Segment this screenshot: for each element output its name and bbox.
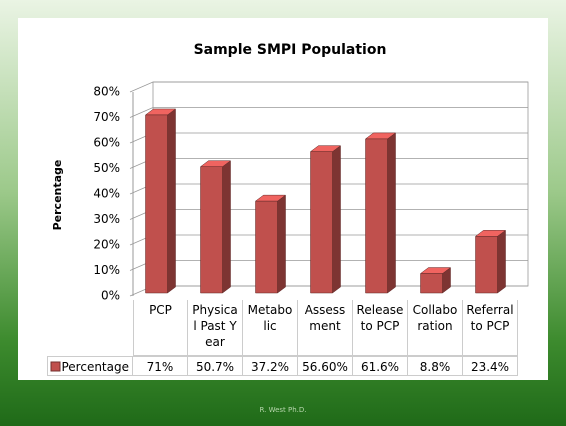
data-table-value: 37.2% bbox=[243, 356, 298, 376]
bar-side bbox=[222, 160, 231, 294]
x-tick-label: Assessment bbox=[298, 300, 353, 356]
bar-front bbox=[420, 273, 443, 294]
bar-front bbox=[200, 166, 223, 294]
y-tick-label: 60% bbox=[93, 136, 120, 150]
legend-cell: Percentage bbox=[47, 356, 133, 376]
chart-title: Sample SMPI Population bbox=[194, 42, 387, 58]
y-axis-label: Percentage bbox=[51, 160, 64, 231]
y-tick-label: 10% bbox=[93, 263, 120, 277]
x-tick-label: Physical Past Year bbox=[188, 300, 243, 356]
x-tick-label: Metabolic bbox=[243, 300, 298, 356]
bar-front bbox=[145, 114, 168, 294]
bar bbox=[144, 108, 177, 294]
bar-front bbox=[255, 200, 278, 294]
x-tick-label: PCP bbox=[133, 300, 188, 356]
data-table-value: 8.8% bbox=[408, 356, 463, 376]
bar bbox=[254, 194, 287, 294]
bar-side bbox=[167, 108, 176, 294]
y-tick-label: 20% bbox=[93, 238, 120, 252]
y-tick-label: 40% bbox=[93, 187, 120, 201]
y-tick-label: 30% bbox=[93, 212, 120, 226]
x-tick-label: Referral to PCP bbox=[463, 300, 518, 356]
y-tick-label: 0% bbox=[101, 289, 120, 303]
legend-key bbox=[50, 361, 61, 372]
bar bbox=[419, 267, 452, 294]
bar bbox=[309, 145, 342, 294]
y-tick-label: 80% bbox=[93, 85, 120, 99]
data-table-value: 61.6% bbox=[353, 356, 408, 376]
bar-side bbox=[387, 132, 396, 294]
data-table-value: 50.7% bbox=[188, 356, 243, 376]
grid-line bbox=[129, 81, 528, 93]
bar bbox=[199, 160, 232, 294]
x-tick-label: Release to PCP bbox=[353, 300, 408, 356]
y-tick-label: 70% bbox=[93, 110, 120, 124]
data-table-value: 56.60% bbox=[298, 356, 353, 376]
data-table-value: 23.4% bbox=[463, 356, 518, 376]
x-tick-label: Collaboration bbox=[408, 300, 463, 356]
grid-line bbox=[129, 107, 528, 118]
data-table-value: 71% bbox=[133, 356, 188, 376]
bar bbox=[474, 229, 507, 294]
y-tick-label: 50% bbox=[93, 161, 120, 175]
bar-front bbox=[475, 236, 498, 294]
bar-side bbox=[332, 145, 341, 294]
bar bbox=[364, 132, 397, 294]
bar-front bbox=[310, 151, 333, 294]
bar-side bbox=[497, 229, 506, 294]
footer: R. West Ph.D. bbox=[259, 406, 307, 414]
bar-side bbox=[277, 194, 286, 294]
bar-front bbox=[365, 138, 388, 294]
